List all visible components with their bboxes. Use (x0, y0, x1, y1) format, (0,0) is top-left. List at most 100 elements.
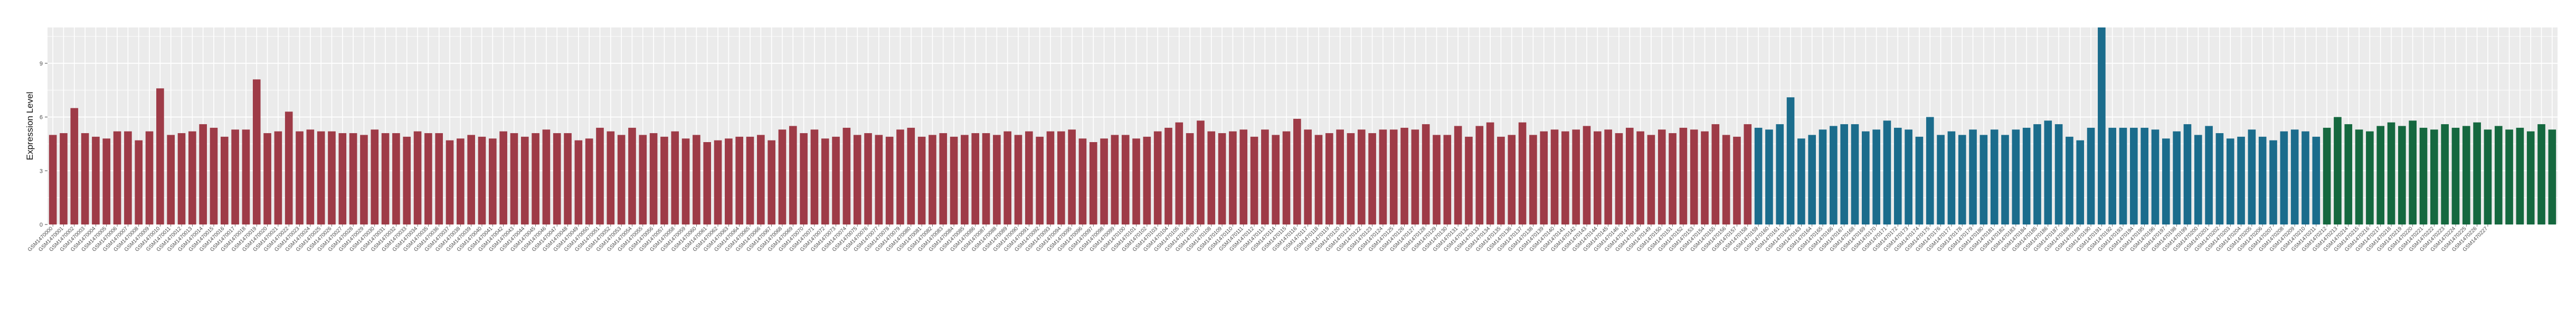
bar (2537, 124, 2545, 224)
bar (349, 133, 357, 224)
bar (681, 138, 690, 224)
bar (778, 129, 787, 224)
bar (671, 131, 679, 224)
bar (639, 135, 647, 224)
bar (2022, 127, 2031, 224)
bar (585, 138, 593, 224)
bar (660, 136, 668, 224)
bar (317, 131, 325, 224)
bar (1379, 129, 1387, 224)
bar (2054, 124, 2063, 224)
bar (1765, 129, 1773, 224)
bar (789, 126, 797, 224)
bar (177, 133, 186, 224)
y-axis: 0 3 6 9 (40, 61, 48, 228)
bar (70, 108, 79, 224)
bar (1046, 131, 1055, 224)
bar (457, 138, 465, 224)
bar (768, 140, 775, 224)
bar (446, 140, 454, 224)
bar (1776, 124, 1784, 224)
bar (2387, 122, 2395, 224)
bar (939, 133, 948, 224)
bar (2355, 129, 2363, 224)
bar (488, 138, 497, 224)
bar (1218, 133, 1226, 224)
bar (756, 135, 765, 224)
bar (1411, 129, 1419, 224)
bar (1164, 127, 1172, 224)
bar (1744, 124, 1752, 224)
bar (885, 136, 894, 224)
bar (478, 136, 486, 224)
bar (864, 133, 872, 224)
bar (896, 129, 904, 224)
bar (1465, 136, 1473, 224)
bar (381, 133, 390, 224)
bar (1250, 136, 1258, 224)
bar (1915, 136, 1924, 224)
bar (285, 111, 293, 224)
y-tick-label: 9 (40, 61, 43, 67)
bar (1550, 129, 1559, 224)
bar (413, 131, 422, 224)
bar (1497, 136, 1505, 224)
bar (520, 136, 529, 224)
bar (542, 129, 551, 224)
bar (574, 140, 583, 224)
bar (1797, 138, 1805, 224)
bar (1690, 129, 1698, 224)
bar (1239, 129, 1248, 224)
bar (1314, 135, 1323, 224)
bar (2076, 140, 2085, 224)
bar (1625, 127, 1634, 224)
bar (1561, 131, 1569, 224)
bar (1175, 122, 1183, 224)
bar (2215, 133, 2224, 224)
bar (1433, 135, 1441, 224)
bar (950, 136, 958, 224)
bar (113, 131, 121, 224)
bar (1808, 135, 1816, 224)
bar (1143, 136, 1151, 224)
bar (1261, 129, 1269, 224)
bar (1786, 97, 1795, 224)
bar (328, 131, 336, 224)
bar (167, 135, 175, 224)
bar (199, 124, 207, 224)
bar (2237, 136, 2245, 224)
bar (693, 135, 700, 224)
bar (2108, 127, 2117, 224)
bar (1969, 129, 1977, 224)
bar (875, 135, 883, 224)
bar (1025, 131, 1033, 224)
x-axis: GSM1470000GSM1470001GSM1470002GSM1470003… (27, 224, 2489, 253)
bar (1958, 135, 1966, 224)
bar (2162, 138, 2170, 224)
bar (1443, 135, 1452, 224)
bar (1926, 117, 1934, 224)
bar (2430, 129, 2438, 224)
y-tick-label: 3 (40, 168, 43, 174)
bar (2290, 129, 2299, 224)
bar (2044, 120, 2052, 224)
bar (424, 133, 432, 224)
bar (1282, 131, 1291, 224)
bar (596, 127, 604, 224)
bar (971, 133, 980, 224)
bar (2494, 126, 2503, 224)
bar (1336, 129, 1344, 224)
bar (1872, 129, 1880, 224)
bar (92, 136, 100, 224)
bar (2451, 127, 2460, 224)
bar (1529, 135, 1537, 224)
bar (993, 135, 1001, 224)
bar (1347, 133, 1355, 224)
bar (1089, 142, 1097, 224)
bar (853, 135, 861, 224)
bar (1980, 135, 1988, 224)
bar (1947, 131, 1956, 224)
bar (2183, 124, 2192, 224)
bar (499, 131, 507, 224)
bar (1754, 127, 1763, 224)
